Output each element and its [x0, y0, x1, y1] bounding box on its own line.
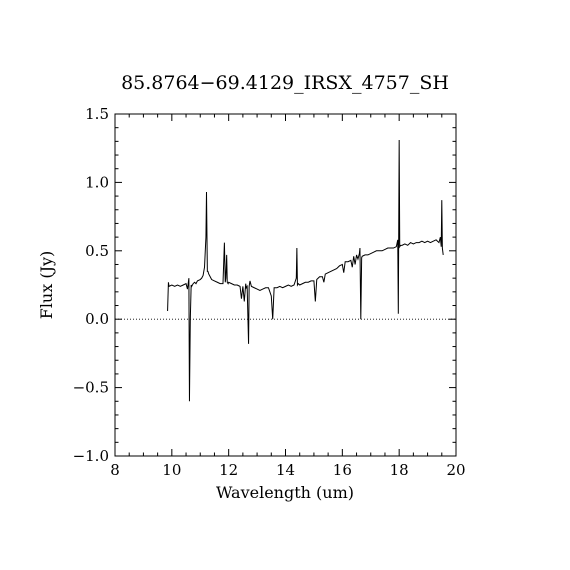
x-tick-label: 12 [219, 461, 238, 479]
y-axis-label: Flux (Jy) [37, 251, 56, 320]
x-tick-label: 16 [333, 461, 352, 479]
plot-frame [114, 113, 457, 457]
y-tick-label: 1.0 [85, 173, 109, 191]
x-tick-label: 8 [110, 461, 120, 479]
tick-labels: 8 10 12 14 16 18 20 −1.0 −0.5 0.0 0.5 1.0 1.5 [73, 105, 466, 479]
x-tick-label: 10 [162, 461, 181, 479]
spectrum-line [167, 139, 444, 402]
axis-ticks [114, 113, 457, 457]
y-tick-label: 0.0 [85, 310, 109, 328]
y-tick-label: 1.5 [85, 105, 109, 123]
chart-title: 85.8764−69.4129_IRSX_4757_SH [121, 72, 449, 94]
x-tick-label: 18 [390, 461, 409, 479]
y-tick-label: −0.5 [73, 379, 109, 397]
x-axis-label: Wavelength (um) [216, 483, 354, 502]
y-tick-label: −1.0 [73, 447, 109, 465]
x-tick-label: 20 [446, 461, 465, 479]
y-tick-label: 0.5 [85, 242, 109, 260]
x-tick-label: 14 [276, 461, 295, 479]
